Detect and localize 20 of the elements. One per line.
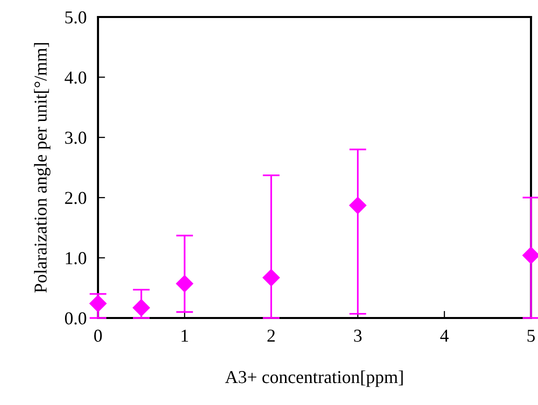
y-tick-label: 3.0 bbox=[65, 132, 86, 144]
point bbox=[349, 196, 366, 214]
x-tick-label: 2 bbox=[267, 330, 275, 342]
y-axis-title: Polaraization angle per unit[°/mm] bbox=[34, 43, 50, 293]
y-tick-label: 5.0 bbox=[65, 11, 86, 24]
x-tick-label: 5 bbox=[528, 330, 535, 342]
x-tick-label: 4 bbox=[440, 330, 449, 342]
point bbox=[262, 269, 280, 286]
point bbox=[132, 299, 150, 316]
x-tick-label: 3 bbox=[354, 330, 362, 342]
y-tick-label: 2.0 bbox=[65, 192, 86, 204]
x-tick-label: 1 bbox=[182, 330, 188, 342]
point bbox=[89, 295, 107, 312]
y-tick-label: 1.0 bbox=[66, 252, 86, 264]
y-tick-label: 0.0 bbox=[65, 312, 86, 325]
point bbox=[176, 275, 194, 292]
x-axis-title: A3+ concentration[ppm] bbox=[225, 370, 403, 387]
point bbox=[522, 246, 538, 264]
x-tick-label: 0 bbox=[94, 330, 102, 342]
y-tick-label: 4.0 bbox=[64, 71, 86, 84]
